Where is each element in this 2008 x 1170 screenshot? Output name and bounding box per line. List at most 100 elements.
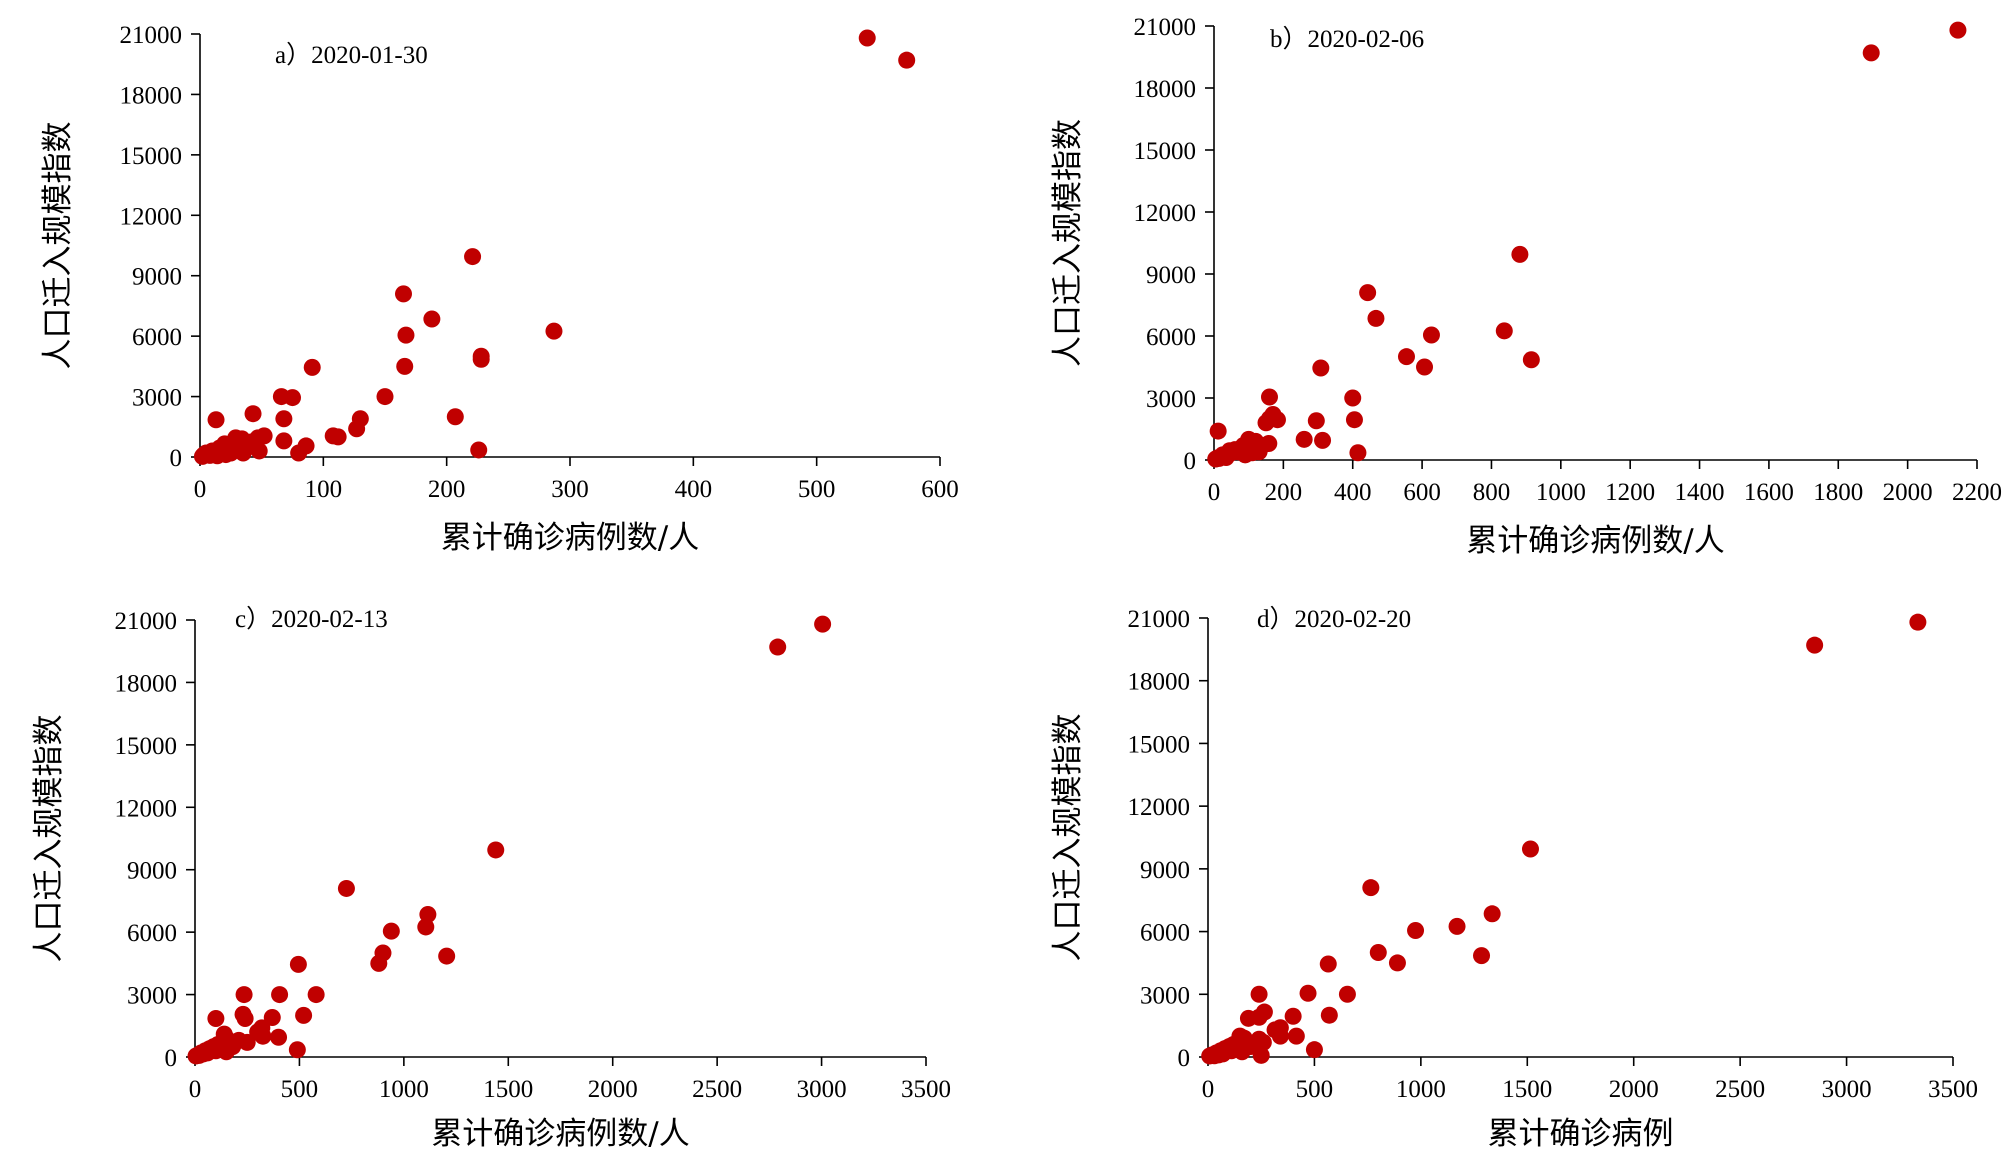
- data-point: [249, 1023, 267, 1041]
- scatter-panel-4: 0 3000 6000 9000 12000 15000 18000 21000 0 500 100…: [1050, 605, 1978, 1152]
- x-tick-label: 1000: [1396, 1076, 1446, 1103]
- panel-title: d）2020-02-20: [1257, 605, 1411, 633]
- data-point: [1407, 922, 1425, 940]
- x-tick-label: 400: [1334, 479, 1372, 506]
- y-tick-label: 18000: [120, 82, 183, 109]
- data-point: [1231, 1027, 1249, 1045]
- data-point: [275, 410, 293, 428]
- y-tick-label: 3000: [127, 983, 177, 1010]
- y-axis-label: 人口迁入规模指数: [31, 715, 67, 963]
- data-point: [207, 411, 225, 429]
- data-point: [1473, 947, 1491, 965]
- data-point: [423, 310, 441, 328]
- data-point: [1349, 444, 1367, 462]
- data-point: [236, 1010, 254, 1028]
- data-point: [1254, 1033, 1272, 1051]
- y-tick-label: 18000: [1128, 669, 1191, 696]
- y-tick-label: 15000: [1128, 731, 1191, 758]
- data-point: [464, 248, 482, 266]
- data-point: [1221, 442, 1239, 460]
- data-point: [769, 638, 787, 656]
- y-tick-label: 21000: [1134, 14, 1197, 41]
- y-tick-label: 9000: [1140, 857, 1190, 884]
- data-point: [1234, 437, 1252, 455]
- data-point: [1284, 1007, 1302, 1025]
- data-point: [1250, 443, 1268, 461]
- data-point: [303, 358, 321, 376]
- x-tick-label: 3500: [1928, 1076, 1978, 1103]
- y-axis-label: 人口迁入规模指数: [40, 122, 76, 370]
- data-point: [1307, 412, 1325, 430]
- data-point: [232, 440, 250, 458]
- x-tick-label: 1500: [483, 1076, 533, 1103]
- data-point: [307, 986, 325, 1004]
- y-tick-label: 3000: [132, 385, 182, 412]
- data-point: [898, 51, 916, 69]
- x-tick-label: 1600: [1744, 479, 1794, 506]
- data-point: [545, 322, 563, 340]
- data-point: [1448, 917, 1466, 935]
- x-tick-label: 3000: [1822, 1076, 1872, 1103]
- scatter-panel-2: 0 3000 6000 9000 12000 15000 18000 21000 0 200 400…: [1050, 14, 2002, 559]
- x-tick-label: 1200: [1605, 479, 1655, 506]
- y-tick-label: 18000: [115, 670, 178, 697]
- x-axis-label: 累计确诊病例数/人: [1466, 523, 1724, 559]
- data-point: [1422, 326, 1440, 344]
- x-tick-label: 800: [1473, 479, 1511, 506]
- data-point: [1260, 388, 1278, 406]
- y-tick-label: 12000: [1134, 200, 1197, 227]
- x-tick-label: 0: [1208, 479, 1221, 506]
- data-point: [1483, 905, 1501, 923]
- x-tick-label: 1800: [1813, 479, 1863, 506]
- y-tick-label: 0: [1184, 448, 1197, 475]
- x-tick-label: 0: [1202, 1076, 1215, 1103]
- data-point: [244, 405, 262, 423]
- y-tick-label: 9000: [1146, 262, 1196, 289]
- data-point: [348, 420, 366, 438]
- x-tick-label: 1400: [1675, 479, 1725, 506]
- y-tick-label: 15000: [115, 733, 178, 760]
- data-point: [1319, 955, 1337, 973]
- y-tick-label: 0: [1178, 1045, 1191, 1072]
- data-point: [417, 918, 435, 936]
- y-tick-label: 3000: [1146, 386, 1196, 413]
- data-point: [1345, 411, 1363, 429]
- y-tick-label: 0: [170, 445, 183, 472]
- x-tick-label: 200: [428, 476, 466, 503]
- data-point: [1511, 245, 1529, 263]
- data-point: [1397, 348, 1415, 366]
- y-tick-label: 12000: [120, 203, 183, 230]
- x-tick-label: 600: [1403, 479, 1441, 506]
- data-point: [215, 1025, 233, 1043]
- scatter-panel-3: 0 3000 6000 9000 12000 15000 18000 21000 0 500 100…: [31, 605, 951, 1152]
- x-tick-label: 100: [305, 476, 343, 503]
- data-point: [1295, 430, 1313, 448]
- y-tick-label: 15000: [120, 143, 183, 170]
- panel-title: a）2020-01-30: [275, 41, 428, 69]
- y-tick-label: 21000: [120, 22, 183, 49]
- data-point: [1209, 422, 1227, 440]
- x-tick-label: 2000: [1609, 1076, 1659, 1103]
- data-point: [329, 428, 347, 446]
- data-point: [1522, 351, 1540, 369]
- x-tick-label: 600: [921, 476, 959, 503]
- data-point: [1416, 358, 1434, 376]
- y-tick-label: 0: [165, 1045, 178, 1072]
- data-point: [1250, 985, 1268, 1003]
- data-point: [419, 905, 437, 923]
- data-point: [288, 1041, 306, 1059]
- data-point: [289, 955, 307, 973]
- data-point: [397, 326, 415, 344]
- x-tick-label: 400: [675, 476, 713, 503]
- data-point: [1495, 322, 1513, 340]
- x-tick-label: 500: [1296, 1076, 1334, 1103]
- data-point: [337, 879, 355, 897]
- x-tick-label: 2200: [1952, 479, 2002, 506]
- x-tick-label: 300: [551, 476, 589, 503]
- data-point: [370, 954, 388, 972]
- data-point: [1264, 406, 1282, 424]
- y-tick-label: 12000: [115, 795, 178, 822]
- data-point: [1344, 389, 1362, 407]
- x-tick-label: 500: [281, 1076, 319, 1103]
